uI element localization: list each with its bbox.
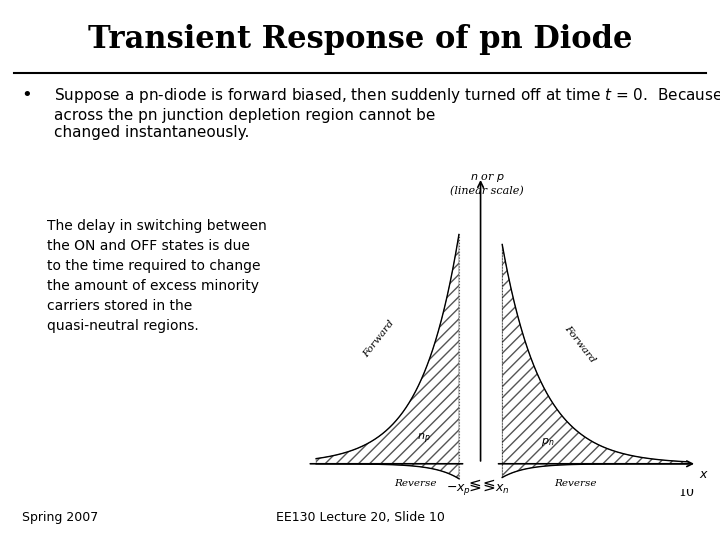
Text: EE130 Lecture 20, Slide 10: EE130 Lecture 20, Slide 10	[276, 511, 444, 524]
Text: $\mathsf{\lessgtr\!\!\lessgtr}$: $\mathsf{\lessgtr\!\!\lessgtr}$	[466, 477, 495, 493]
Text: Forward: Forward	[361, 319, 396, 360]
Text: Forward: Forward	[563, 324, 598, 365]
Text: $n_p$: $n_p$	[418, 432, 431, 447]
Text: $-x_p$: $-x_p$	[446, 482, 472, 497]
Text: $x$: $x$	[699, 468, 709, 481]
Text: Transient Response of pn Diode: Transient Response of pn Diode	[88, 24, 632, 55]
Text: The delay in switching between
the ON and OFF states is due
to the time required: The delay in switching between the ON an…	[47, 219, 266, 333]
Text: •: •	[22, 86, 32, 104]
Text: Suppose a pn-diode is forward biased, then suddenly turned off at time $t$ = 0. : Suppose a pn-diode is forward biased, th…	[54, 86, 720, 140]
Text: Reverse: Reverse	[395, 479, 437, 488]
Text: Spring 2007: Spring 2007	[22, 511, 98, 524]
Text: $x_n$: $x_n$	[495, 482, 510, 496]
Text: $p_n$: $p_n$	[541, 436, 554, 448]
Text: Reverse: Reverse	[554, 479, 597, 488]
Text: 10: 10	[679, 487, 695, 500]
Text: $n$ or $p$
(linear scale): $n$ or $p$ (linear scale)	[450, 172, 524, 196]
